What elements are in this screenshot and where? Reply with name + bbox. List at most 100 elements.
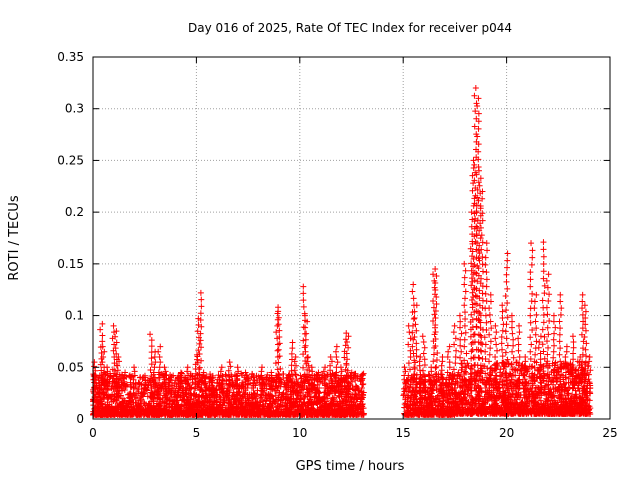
data-point: [196, 340, 203, 347]
noise-point: [538, 384, 545, 391]
noise-point: [545, 375, 552, 382]
noise-point: [345, 393, 352, 400]
data-point: [161, 364, 168, 371]
data-point: [155, 369, 162, 376]
noise-point: [229, 378, 236, 385]
noise-point: [359, 371, 366, 378]
data-point: [101, 348, 108, 355]
noise-point: [105, 394, 112, 401]
data-point: [226, 359, 233, 366]
noise-point: [106, 401, 113, 408]
noise-point: [282, 391, 289, 398]
noise-point: [157, 410, 164, 417]
noise-point: [340, 389, 347, 396]
data-point: [131, 368, 138, 375]
noise-point: [360, 380, 367, 387]
noise-point: [357, 378, 364, 385]
noise-point: [119, 403, 126, 410]
data-point: [219, 376, 226, 383]
data-point: [115, 353, 122, 360]
noise-point: [486, 394, 493, 401]
noise-point: [502, 394, 509, 401]
noise-point: [354, 396, 361, 403]
noise-point: [565, 375, 572, 382]
noise-point: [138, 388, 145, 395]
noise-point: [558, 384, 565, 391]
noise-point: [468, 381, 475, 388]
noise-point: [463, 401, 470, 408]
noise-point: [413, 402, 420, 409]
data-point: [197, 310, 204, 317]
noise-point: [100, 391, 107, 398]
noise-point: [140, 385, 147, 392]
data-points: [90, 85, 594, 418]
noise-point: [267, 391, 274, 398]
noise-point: [521, 395, 528, 402]
noise-point: [572, 405, 579, 412]
noise-point: [129, 411, 136, 418]
noise-point: [423, 398, 430, 405]
data-point: [99, 374, 106, 381]
noise-point: [282, 396, 289, 403]
data-point: [202, 375, 209, 382]
noise-point: [428, 404, 435, 411]
noise-point: [214, 411, 221, 418]
noise-point: [514, 377, 521, 384]
noise-point: [359, 405, 366, 412]
noise-point: [224, 388, 231, 395]
noise-point: [196, 398, 203, 405]
noise-point: [174, 397, 181, 404]
data-point: [197, 289, 204, 296]
noise-point: [125, 400, 132, 407]
noise-point: [520, 402, 527, 409]
data-point: [178, 378, 185, 385]
noise-point: [284, 404, 291, 411]
data-point: [161, 380, 168, 387]
noise-point: [148, 398, 155, 405]
data-point: [110, 322, 117, 329]
data-point: [162, 384, 169, 391]
noise-point: [302, 409, 309, 416]
noise-point: [260, 403, 267, 410]
noise-point: [214, 391, 221, 398]
data-point: [208, 382, 215, 389]
noise-point: [409, 388, 416, 395]
noise-point: [420, 372, 427, 379]
noise-point: [537, 397, 544, 404]
noise-point: [411, 391, 418, 398]
data-point: [131, 364, 138, 371]
noise-point: [99, 403, 106, 410]
noise-point: [194, 406, 201, 413]
noise-point: [98, 398, 105, 405]
noise-point: [576, 394, 583, 401]
data-point: [168, 379, 175, 386]
data-point: [195, 347, 202, 354]
noise-point: [154, 411, 161, 418]
noise-point: [571, 393, 578, 400]
noise-point: [199, 410, 206, 417]
noise-point: [200, 405, 207, 412]
noise-point: [521, 410, 528, 417]
noise-point: [182, 389, 189, 396]
noise-point: [277, 397, 284, 404]
noise-point: [110, 411, 117, 418]
noise-point: [311, 394, 318, 401]
noise-point: [172, 387, 179, 394]
data-point: [130, 376, 137, 383]
noise-point: [186, 385, 193, 392]
noise-point: [187, 390, 194, 397]
noise-point: [345, 407, 352, 414]
noise-point: [529, 391, 536, 398]
noise-point: [474, 391, 481, 398]
data-point: [209, 374, 216, 381]
data-point: [193, 351, 200, 358]
noise-point: [223, 404, 230, 411]
noise-point: [513, 391, 520, 398]
data-point: [167, 374, 174, 381]
noise-point: [236, 389, 243, 396]
noise-point: [565, 395, 572, 402]
noise-point: [122, 407, 129, 414]
data-point: [244, 384, 251, 391]
noise-point: [131, 406, 138, 413]
noise-point: [576, 402, 583, 409]
